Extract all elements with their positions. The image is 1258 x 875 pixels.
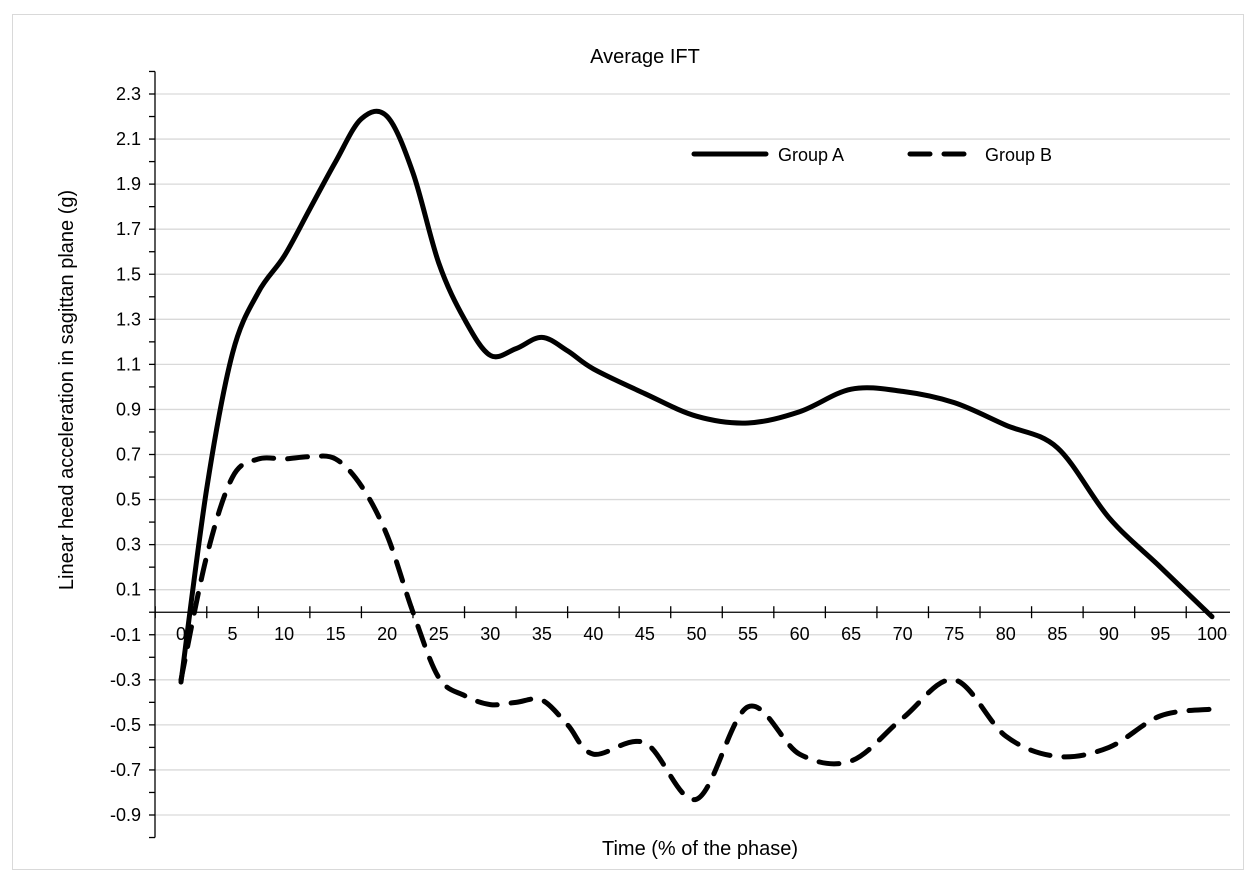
- x-tick-label: 60: [790, 624, 810, 644]
- y-tick-label: 2.1: [116, 129, 141, 149]
- x-tick-label: 65: [841, 624, 861, 644]
- series-line-group-b: [178, 453, 1215, 802]
- gridlines: [155, 93, 1230, 816]
- y-tick-label: 0.3: [116, 535, 141, 555]
- legend: Group A Group B: [691, 145, 1052, 165]
- x-tick-label: 50: [686, 624, 706, 644]
- x-axis-title: Time (% of the phase): [602, 838, 798, 860]
- y-tick-label: 0.9: [116, 399, 141, 419]
- x-tick-label: 75: [944, 624, 964, 644]
- x-tick-label: 70: [893, 624, 913, 644]
- y-tick-label: 1.1: [116, 354, 141, 374]
- x-axis: 0 5 10 15 20 25 30 35 40 45 50 55 60 65 70 75 80 85 90 95 10…: [154, 606, 1230, 644]
- y-tick-label: -0.5: [110, 715, 141, 735]
- x-tick-label: 100: [1197, 624, 1227, 644]
- y-tick-label: 2.3: [116, 84, 141, 104]
- x-tick-label: 30: [480, 624, 500, 644]
- x-tick-label: 85: [1047, 624, 1067, 644]
- y-tick-label: 1.7: [116, 219, 141, 239]
- x-tick-label: 10: [274, 624, 294, 644]
- y-tick-label: -0.9: [110, 805, 141, 825]
- legend-label: Group B: [985, 145, 1052, 165]
- y-tick-label: 0.1: [116, 580, 141, 600]
- x-tick-label: 15: [326, 624, 346, 644]
- legend-label: Group A: [778, 145, 844, 165]
- y-tick-label: 0.5: [116, 490, 141, 510]
- y-axis: -0.9 -0.7 -0.5 -0.3 -0.1 0.1 0.3 0.5 0.7 0.9 1.1 1.…: [110, 70, 156, 839]
- x-tick-label: 55: [738, 624, 758, 644]
- x-tick-label: 45: [635, 624, 655, 644]
- x-tick-label: 35: [532, 624, 552, 644]
- y-tick-label: 1.3: [116, 309, 141, 329]
- y-tick-label: -0.3: [110, 670, 141, 690]
- series-lines: [178, 108, 1215, 802]
- y-tick-label: -0.1: [110, 625, 141, 645]
- x-tick-label: 25: [429, 624, 449, 644]
- x-tick-label: 40: [583, 624, 603, 644]
- y-tick-label: 1.9: [116, 174, 141, 194]
- x-tick-label: 80: [996, 624, 1016, 644]
- chart-frame: [12, 14, 1244, 870]
- x-tick-label: 20: [377, 624, 397, 644]
- x-tick-label: 0: [176, 624, 186, 644]
- y-tick-label: 0.7: [116, 445, 141, 465]
- x-tick-label: 5: [228, 624, 238, 644]
- chart-title: Average IFT: [590, 46, 700, 68]
- series-line-group-a: [178, 108, 1215, 685]
- y-axis-title: Linear head acceleration in sagittan pla…: [56, 190, 78, 590]
- x-tick-label: 95: [1150, 624, 1170, 644]
- x-tick-label: 90: [1099, 624, 1119, 644]
- y-tick-label: 1.5: [116, 264, 141, 284]
- y-tick-label: -0.7: [110, 760, 141, 780]
